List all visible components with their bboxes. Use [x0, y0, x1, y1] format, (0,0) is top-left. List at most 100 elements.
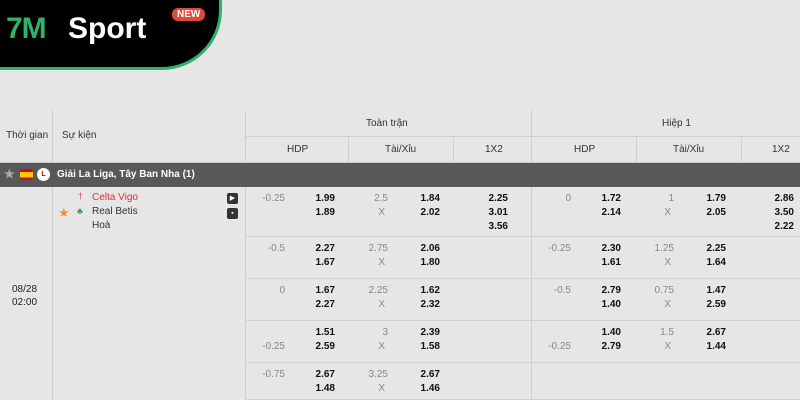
league-star-icon[interactable]: ★	[4, 167, 15, 181]
laliga-logo-icon: L	[37, 168, 50, 181]
odds-row: -0.75 2.67 1.48 3.25 X 2.67 1.46	[245, 363, 800, 400]
ou-over-odds[interactable]: 2.25	[706, 243, 726, 254]
match-date: 08/28	[12, 284, 38, 295]
hdp-home-odds[interactable]: 1.40	[601, 327, 621, 338]
hdp-away-odds[interactable]: 1.89	[315, 207, 335, 218]
ou-over-odds[interactable]: 1.47	[706, 285, 726, 296]
ou-x: X	[378, 207, 385, 218]
ou-line: 3.25	[368, 369, 388, 380]
hdp-home-odds[interactable]: 2.30	[601, 243, 621, 254]
hdp-line: -0.25	[262, 341, 285, 352]
ou-line: 2.5	[374, 193, 388, 204]
hdp-away-odds[interactable]: 1.40	[601, 299, 621, 310]
ou-line: 2.25	[368, 285, 388, 296]
hdp-home-odds[interactable]: 1.72	[601, 193, 621, 204]
ou-under-odds[interactable]: 2.02	[420, 207, 440, 218]
1x2-odds[interactable]: 2.22	[774, 221, 794, 232]
col-event: Sự kiện	[62, 130, 97, 141]
ou-under-odds[interactable]: 2.59	[706, 299, 726, 310]
1x2-odds[interactable]: 3.01	[488, 207, 508, 218]
1x2-odds[interactable]: 2.86	[774, 193, 794, 204]
ou-over-odds[interactable]: 1.79	[706, 193, 726, 204]
ou-x: X	[664, 207, 671, 218]
league-bar[interactable]: ★ L Giải La Liga, Tây Ban Nha (1)	[0, 163, 800, 187]
hdp-home-odds[interactable]: 1.51	[315, 327, 335, 338]
ou-x: X	[378, 257, 385, 268]
col-ft-1x2: 1X2	[485, 144, 503, 155]
ou-over-odds[interactable]: 2.06	[420, 243, 440, 254]
ou-x: X	[378, 341, 385, 352]
ou-under-odds[interactable]: 1.64	[706, 257, 726, 268]
hdp-home-odds[interactable]: 2.79	[601, 285, 621, 296]
ou-x: X	[664, 257, 671, 268]
ou-under-odds[interactable]: 2.05	[706, 207, 726, 218]
hdp-away-odds[interactable]: 2.14	[601, 207, 621, 218]
away-team[interactable]: Real Betis	[92, 206, 138, 217]
home-team[interactable]: Celta Vigo	[92, 192, 138, 203]
hdp-line: -0.25	[262, 193, 285, 204]
ou-line: 2.75	[368, 243, 388, 254]
1x2-odds[interactable]: 3.50	[774, 207, 794, 218]
hdp-away-odds[interactable]: 2.27	[315, 299, 335, 310]
hdp-line: -0.75	[262, 369, 285, 380]
odds-row: -0.5 2.27 1.67 2.75 X 2.06 1.80 -0.25 2.30 1.61 1.…	[245, 237, 800, 279]
ou-line: 0.75	[654, 285, 674, 296]
hdp-line: 0	[565, 193, 571, 204]
league-name[interactable]: Giải La Liga, Tây Ban Nha (1)	[57, 169, 195, 180]
col-h1-hdp: HDP	[574, 144, 596, 155]
col-h1-1x2: 1X2	[772, 144, 790, 155]
hdp-home-odds[interactable]: 2.27	[315, 243, 335, 254]
hdp-home-odds[interactable]: 1.67	[315, 285, 335, 296]
celta-crest-icon: †	[78, 191, 84, 201]
hdp-home-odds[interactable]: 1.99	[315, 193, 335, 204]
col-h1-ou: Tài/Xỉu	[673, 144, 705, 155]
hdp-away-odds[interactable]: 1.48	[315, 383, 335, 394]
betis-crest-icon: ♣	[77, 206, 83, 216]
ou-over-odds[interactable]: 2.39	[420, 327, 440, 338]
odds-row: -0.25 1.99 1.89 2.5 X 1.84 2.02 2.25 3.01 3.56 0 1.…	[245, 187, 800, 237]
ou-under-odds[interactable]: 1.58	[420, 341, 440, 352]
hdp-line: -0.5	[553, 285, 571, 296]
live-video-icon[interactable]: ▶	[227, 193, 238, 204]
1x2-odds[interactable]: 2.25	[488, 193, 508, 204]
ou-over-odds[interactable]: 2.67	[706, 327, 726, 338]
hdp-home-odds[interactable]: 2.67	[315, 369, 335, 380]
1x2-odds[interactable]: 3.56	[488, 221, 508, 232]
new-badge: NEW	[172, 8, 206, 21]
hdp-line: -0.25	[548, 243, 571, 254]
ou-line: 3	[382, 327, 388, 338]
col-half1: Hiệp 1	[662, 118, 691, 129]
ou-over-odds[interactable]: 1.84	[420, 193, 440, 204]
ou-under-odds[interactable]: 1.80	[420, 257, 440, 268]
ou-over-odds[interactable]: 2.67	[420, 369, 440, 380]
ou-line: 1.5	[660, 327, 674, 338]
ou-x: X	[378, 383, 385, 394]
ou-x: X	[378, 299, 385, 310]
hdp-away-odds[interactable]: 1.67	[315, 257, 335, 268]
ou-over-odds[interactable]: 1.62	[420, 285, 440, 296]
odds-row: 0 1.67 2.27 2.25 X 1.62 2.32 -0.5 2.79 1.40 0.75 X 1…	[245, 279, 800, 321]
hdp-away-odds[interactable]: 2.79	[601, 341, 621, 352]
hdp-line: 0	[279, 285, 285, 296]
logo-sport: Sport	[68, 12, 147, 45]
odds-row: -0.25 1.51 2.59 3 X 2.39 1.58 -0.25 1.40 2.79 1.5 X…	[245, 321, 800, 363]
col-ft-hdp: HDP	[287, 144, 309, 155]
stats-icon[interactable]: ▪	[227, 208, 238, 219]
spain-flag-icon	[20, 169, 33, 180]
ou-line: 1.25	[654, 243, 674, 254]
hdp-away-odds[interactable]: 2.59	[315, 341, 335, 352]
col-full-time: Toàn trận	[366, 118, 408, 129]
col-ft-ou: Tài/Xỉu	[385, 144, 417, 155]
logo-7m: 7M	[6, 12, 47, 45]
ou-under-odds[interactable]: 1.44	[706, 341, 726, 352]
table-header: Thời gian Sự kiện Toàn trận Hiệp 1 HDP T…	[0, 110, 800, 163]
favorite-star-icon[interactable]: ★	[58, 205, 70, 220]
ou-line: 1	[668, 193, 674, 204]
ou-under-odds[interactable]: 2.32	[420, 299, 440, 310]
ou-x: X	[664, 341, 671, 352]
hdp-line: -0.25	[548, 341, 571, 352]
ou-under-odds[interactable]: 1.46	[420, 383, 440, 394]
hdp-away-odds[interactable]: 1.61	[601, 257, 621, 268]
logo[interactable]: 7M Sport NEW	[0, 0, 222, 70]
hdp-line: -0.5	[267, 243, 285, 254]
